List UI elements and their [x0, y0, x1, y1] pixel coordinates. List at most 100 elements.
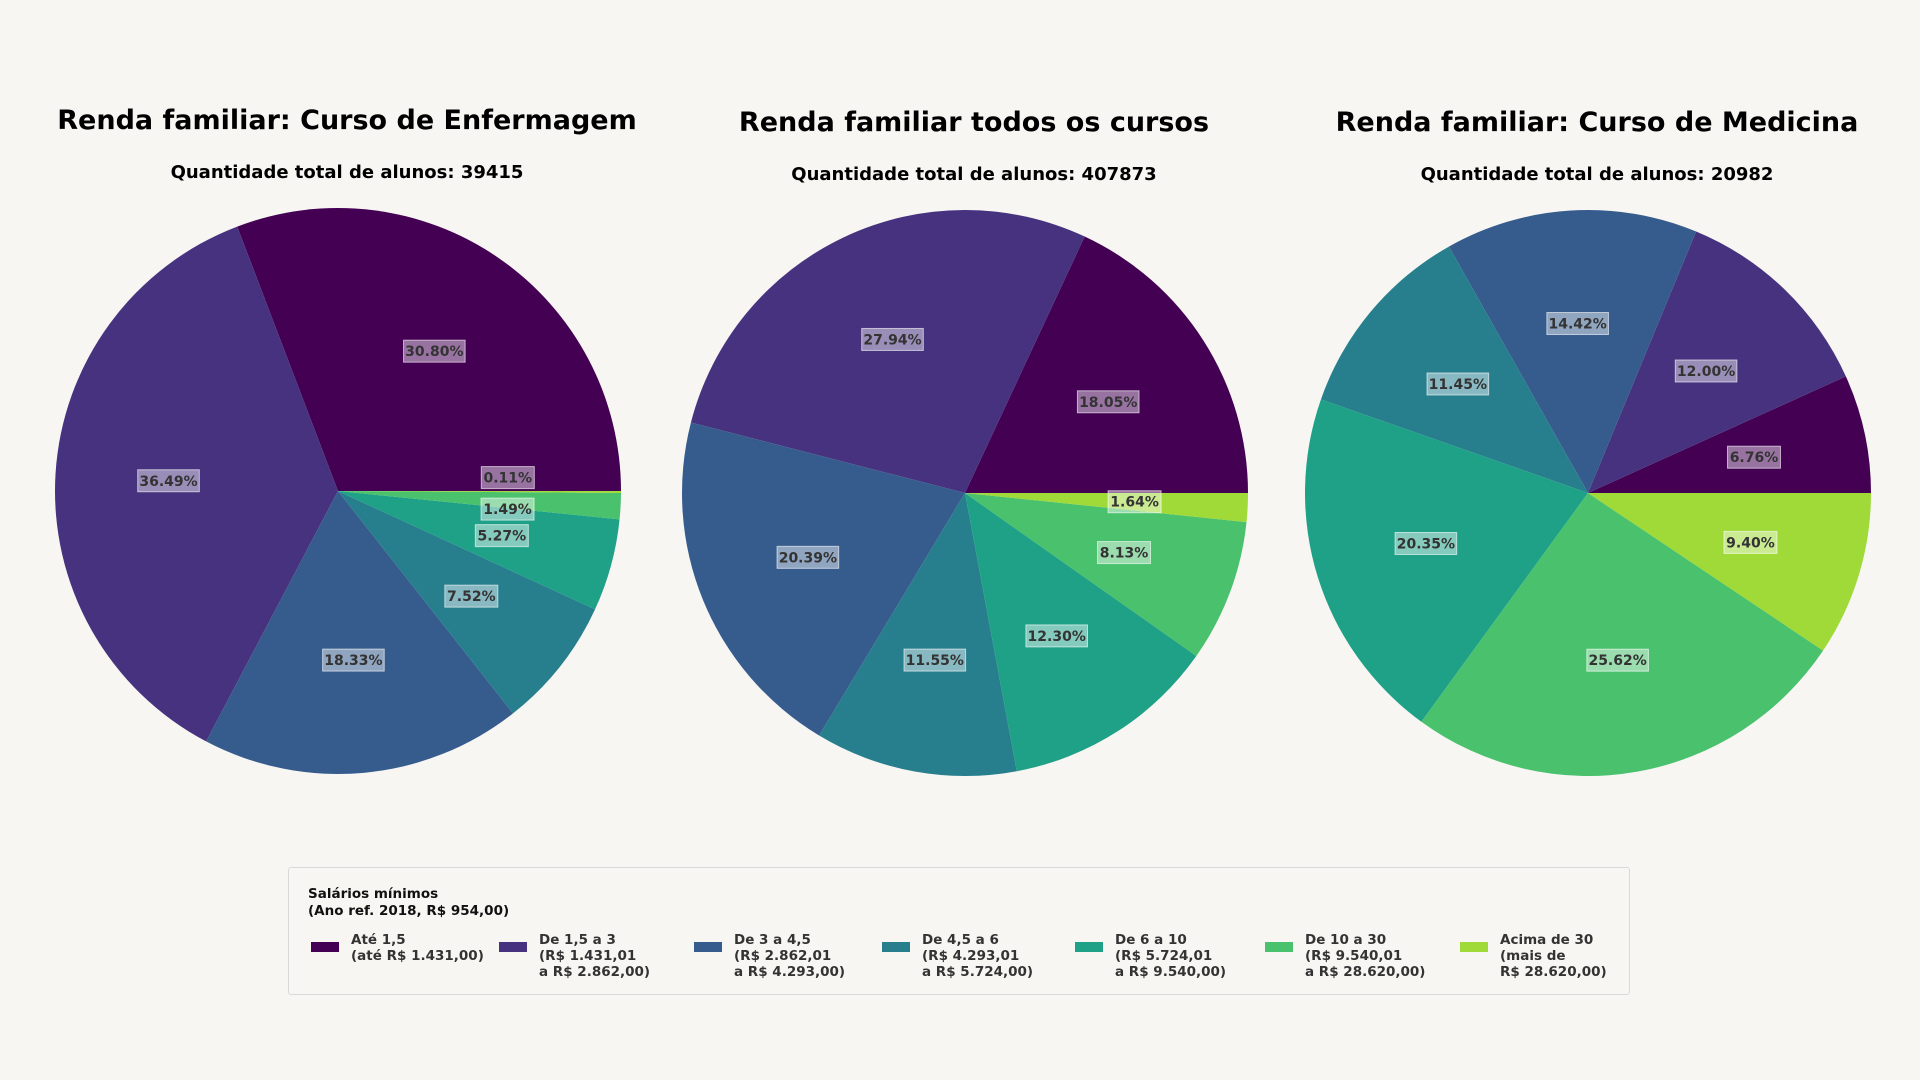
slice-label-group: 7.52% [444, 584, 499, 608]
pie-slice [1588, 376, 1871, 493]
legend-item: De 1,5 a 3 (R$ 1.431,01 a R$ 2.862,00) [499, 932, 650, 980]
legend-swatch [1460, 942, 1488, 952]
chart-title: Renda familiar: Curso de Enfermagem [57, 105, 637, 136]
legend-label: De 10 a 30 (R$ 9.540,01 a R$ 28.620,00) [1305, 932, 1425, 980]
pie-slice [965, 493, 1248, 523]
pie-slice [965, 236, 1248, 494]
chart-subtitle: Quantidade total de alunos: 39415 [170, 162, 524, 183]
slice-label-group: 36.49% [137, 469, 200, 493]
slice-label-group: 8.13% [1097, 541, 1152, 565]
legend-label-line: (mais de [1500, 948, 1566, 964]
slice-percent-label: 1.49% [483, 502, 532, 518]
pie-slice [682, 422, 965, 736]
legend-title-line: Salários mínimos [308, 886, 439, 902]
pie-chart-enfermagem: 30.80% 36.49% 18.33% 7.52% 5.27% 1.49% 0.11% [54, 208, 622, 774]
legend-title-line: (Ano ref. 2018, R$ 954,00) [308, 903, 510, 919]
legend-label: De 4,5 a 6 (R$ 4.293,01 a R$ 5.724,00) [922, 932, 1033, 980]
slice-label-group: 14.42% [1546, 312, 1609, 336]
legend-label: De 3 a 4,5 (R$ 2.862,01 a R$ 4.293,00) [734, 932, 845, 980]
chart-title: Renda familiar todos os cursos [738, 107, 1210, 138]
slice-label-box [480, 466, 535, 490]
slice-percent-label: 12.00% [1677, 364, 1735, 380]
slice-percent-label: 30.80% [405, 344, 463, 360]
slice-label-group: 20.35% [1394, 531, 1458, 555]
legend-item: De 10 a 30 (R$ 9.540,01 a R$ 28.620,00) [1265, 932, 1425, 980]
slice-label-group: 20.39% [776, 545, 840, 569]
slice-label-group: 30.80% [403, 339, 466, 363]
slice-label-box [861, 327, 924, 351]
slice-label-box [903, 648, 967, 672]
legend-label-line: a R$ 4.293,00) [734, 964, 846, 980]
slice-label-box [1426, 372, 1490, 396]
legend-swatch [1265, 942, 1293, 952]
slice-percent-label: 5.27% [478, 529, 527, 545]
legend-label: De 6 a 10 (R$ 5.724,01 a R$ 9.540,00) [1115, 932, 1226, 980]
pie-chart-todos: 18.05% 27.94% 20.39% 11.55% 12.30% 8.13% 1.64% [682, 209, 1248, 776]
slice-percent-label: 6.76% [1730, 450, 1779, 466]
slice-label-group: 25.62% [1586, 648, 1649, 672]
legend-label-line: (R$ 4.293,01 [922, 948, 1020, 964]
slice-label-box [137, 469, 200, 493]
legend-swatch [1075, 942, 1103, 952]
legend-label-line: Acima de 30 [1500, 932, 1594, 948]
legend-swatch [882, 942, 910, 952]
legend-label-line: R$ 28.620,00) [1500, 964, 1607, 980]
slice-label-group: 5.27% [474, 524, 529, 548]
pie-slice [1448, 210, 1697, 493]
pie-panel-medicina: Renda familiar: Curso de Medicina Quanti… [1277, 0, 1917, 820]
slice-label-box [1107, 490, 1162, 514]
legend-label: De 1,5 a 3 (R$ 1.431,01 a R$ 2.862,00) [539, 932, 650, 980]
pie-slice [54, 226, 338, 742]
slice-label-box [480, 497, 535, 521]
legend-swatch [311, 942, 339, 952]
legend-swatch [694, 942, 722, 952]
slice-label-box [1025, 624, 1089, 648]
legend-item: Acima de 30 (mais de R$ 28.620,00) [1460, 932, 1607, 980]
slice-label-box [1726, 445, 1781, 469]
slice-label-group: 11.55% [903, 648, 967, 672]
slice-percent-label: 14.42% [1549, 317, 1607, 333]
slice-label-box [474, 524, 529, 548]
pie-slice [965, 493, 1247, 657]
legend-title: Salários mínimos (Ano ref. 2018, R$ 954,… [308, 886, 509, 920]
pie-slice [690, 209, 1085, 493]
legend-label-line: (R$ 5.724,01 [1115, 948, 1213, 964]
slice-percent-label: 7.52% [447, 589, 496, 605]
legend-label-line: a R$ 28.620,00) [1305, 964, 1426, 980]
slice-label-box [1586, 648, 1649, 672]
legend-item: Até 1,5 (até R$ 1.431,00) [311, 932, 484, 964]
pie-slice [1588, 231, 1846, 493]
pie-panel-todos: Renda familiar todos os cursos Quantidad… [654, 0, 1294, 820]
pie-slice [965, 493, 1197, 772]
legend-label-line: Até 1,5 [351, 932, 406, 948]
pie-slice [338, 491, 621, 520]
slice-percent-label: 11.45% [1429, 377, 1487, 393]
slice-percent-label: 18.05% [1079, 395, 1137, 411]
slice-label-group: 27.94% [861, 327, 924, 351]
legend-label-line: (R$ 9.540,01 [1305, 948, 1403, 964]
slice-label-group: 18.33% [322, 648, 385, 672]
pie-panel-enfermagem: Renda familiar: Curso de Enfermagem Quan… [27, 0, 667, 820]
slice-percent-label: 27.94% [863, 332, 921, 348]
slice-label-box [1097, 541, 1152, 565]
slice-label-box [1723, 530, 1778, 554]
legend-label-line: De 6 a 10 [1115, 932, 1187, 948]
slice-percent-label: 25.62% [1588, 653, 1646, 669]
slice-label-box [1546, 312, 1609, 336]
slice-label-box [1076, 390, 1140, 414]
legend-label-line: (R$ 2.862,01 [734, 948, 832, 964]
legend-label-line: De 4,5 a 6 [922, 932, 999, 948]
pie-slice [237, 208, 622, 491]
slice-label-box [322, 648, 385, 672]
legend-item: De 3 a 4,5 (R$ 2.862,01 a R$ 4.293,00) [694, 932, 845, 980]
slice-label-group: 1.49% [480, 497, 535, 521]
legend-label-line: a R$ 9.540,00) [1115, 964, 1227, 980]
slice-label-group: 6.76% [1726, 445, 1781, 469]
pie-chart-medicina: 6.76% 12.00% 14.42% 11.45% 20.35% 25.62% 9.40% [1305, 210, 1871, 777]
legend-label-line: a R$ 2.862,00) [539, 964, 651, 980]
pie-slice [1305, 399, 1588, 722]
pie-slice [206, 491, 514, 774]
slice-percent-label: 11.55% [906, 653, 964, 669]
slice-percent-label: 20.35% [1397, 536, 1455, 552]
slice-label-box [776, 545, 840, 569]
